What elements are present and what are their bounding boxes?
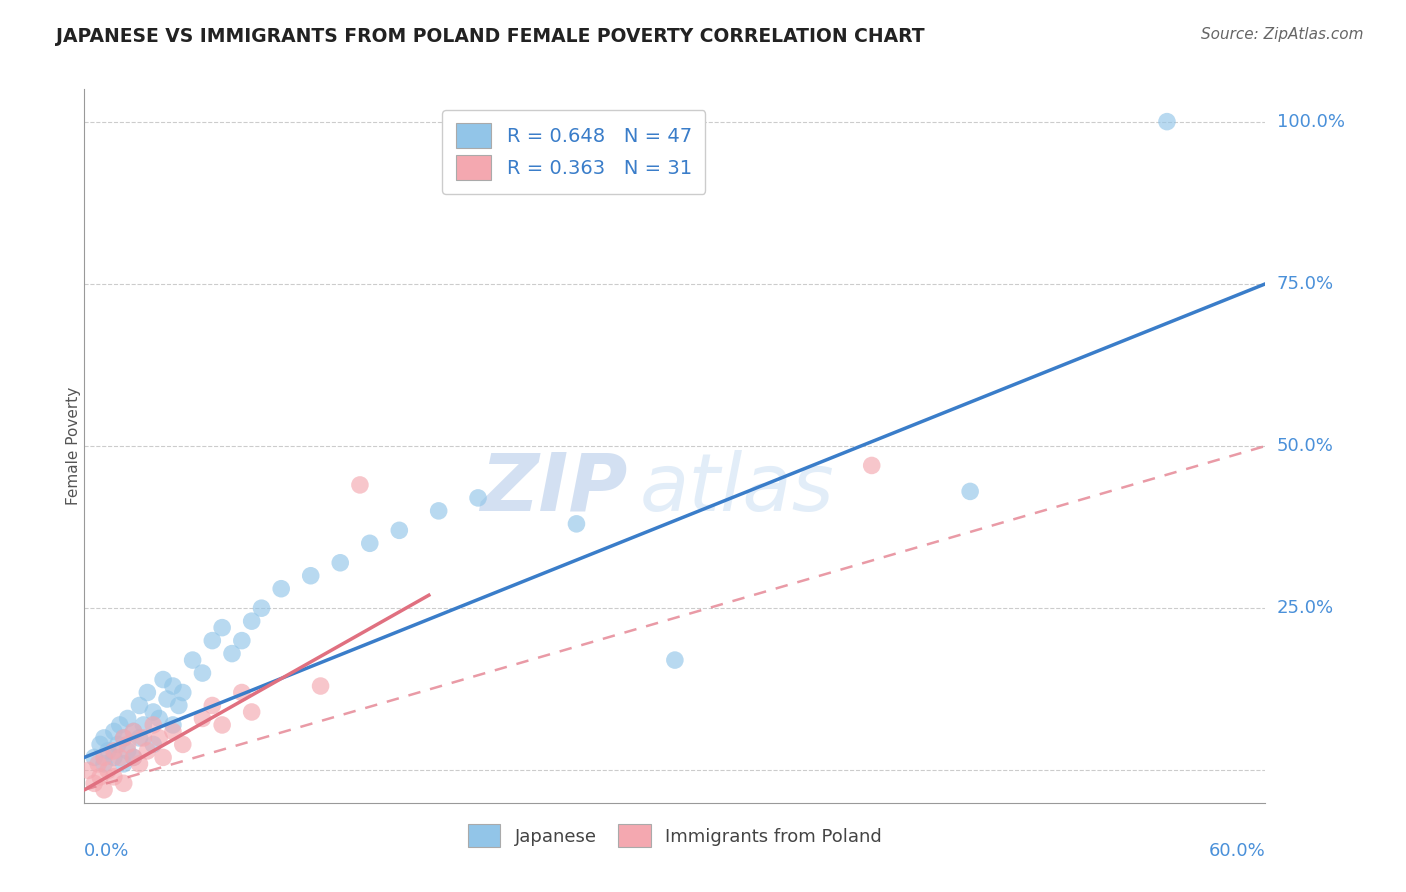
Point bbox=[860, 458, 883, 473]
Point bbox=[97, 744, 120, 758]
Point bbox=[103, 724, 125, 739]
Point bbox=[959, 484, 981, 499]
Point bbox=[211, 621, 233, 635]
Point bbox=[162, 724, 184, 739]
Point bbox=[231, 685, 253, 699]
Y-axis label: Female Poverty: Female Poverty bbox=[66, 387, 80, 505]
Point bbox=[108, 718, 131, 732]
Text: 0.0%: 0.0% bbox=[84, 842, 129, 860]
Point bbox=[191, 666, 214, 681]
Point bbox=[117, 744, 139, 758]
Text: atlas: atlas bbox=[640, 450, 834, 528]
Point bbox=[93, 750, 115, 764]
Point bbox=[250, 601, 273, 615]
Point bbox=[132, 731, 155, 745]
Point bbox=[112, 756, 135, 771]
Point bbox=[87, 756, 110, 771]
Point bbox=[122, 750, 145, 764]
Point bbox=[565, 516, 588, 531]
Point bbox=[142, 738, 165, 752]
Point bbox=[172, 738, 194, 752]
Text: 25.0%: 25.0% bbox=[1277, 599, 1334, 617]
Point bbox=[83, 776, 105, 790]
Point bbox=[329, 556, 352, 570]
Point bbox=[309, 679, 332, 693]
Point bbox=[93, 756, 115, 771]
Point bbox=[132, 718, 155, 732]
Point bbox=[162, 679, 184, 693]
Point bbox=[77, 764, 100, 778]
Point bbox=[152, 673, 174, 687]
Point bbox=[240, 614, 263, 628]
Text: 75.0%: 75.0% bbox=[1277, 275, 1334, 293]
Point bbox=[152, 750, 174, 764]
Point bbox=[97, 764, 120, 778]
Text: ZIP: ZIP bbox=[481, 450, 627, 528]
Point bbox=[211, 718, 233, 732]
Point bbox=[107, 738, 129, 752]
Point bbox=[231, 633, 253, 648]
Point bbox=[162, 718, 184, 732]
Point bbox=[128, 756, 150, 771]
Point bbox=[122, 724, 145, 739]
Text: 50.0%: 50.0% bbox=[1277, 437, 1333, 455]
Point bbox=[167, 698, 190, 713]
Point bbox=[148, 731, 170, 745]
Point bbox=[427, 504, 450, 518]
Point bbox=[664, 653, 686, 667]
Point bbox=[103, 750, 125, 764]
Point bbox=[172, 685, 194, 699]
Point bbox=[89, 770, 111, 784]
Point bbox=[112, 731, 135, 745]
Point bbox=[117, 711, 139, 725]
Point bbox=[148, 711, 170, 725]
Point bbox=[156, 692, 179, 706]
Point bbox=[93, 782, 115, 797]
Point bbox=[117, 738, 139, 752]
Point bbox=[142, 705, 165, 719]
Point bbox=[108, 750, 131, 764]
Point bbox=[136, 685, 159, 699]
Text: Source: ZipAtlas.com: Source: ZipAtlas.com bbox=[1201, 27, 1364, 42]
Point bbox=[201, 633, 224, 648]
Point bbox=[240, 705, 263, 719]
Point bbox=[299, 568, 322, 582]
Point bbox=[136, 744, 159, 758]
Point bbox=[83, 750, 105, 764]
Point bbox=[201, 698, 224, 713]
Text: 100.0%: 100.0% bbox=[1277, 112, 1344, 130]
Point bbox=[181, 653, 204, 667]
Point bbox=[93, 731, 115, 745]
Point bbox=[388, 524, 411, 538]
Point bbox=[103, 744, 125, 758]
Point bbox=[89, 738, 111, 752]
Point bbox=[270, 582, 292, 596]
Point bbox=[359, 536, 381, 550]
Point bbox=[1156, 114, 1178, 128]
Point bbox=[128, 731, 150, 745]
Point bbox=[142, 718, 165, 732]
Point bbox=[467, 491, 489, 505]
Point bbox=[128, 698, 150, 713]
Point bbox=[349, 478, 371, 492]
Point bbox=[191, 711, 214, 725]
Point bbox=[112, 776, 135, 790]
Point bbox=[112, 731, 135, 745]
Legend: Japanese, Immigrants from Poland: Japanese, Immigrants from Poland bbox=[461, 817, 889, 855]
Text: JAPANESE VS IMMIGRANTS FROM POLAND FEMALE POVERTY CORRELATION CHART: JAPANESE VS IMMIGRANTS FROM POLAND FEMAL… bbox=[56, 27, 925, 45]
Point bbox=[221, 647, 243, 661]
Point bbox=[122, 724, 145, 739]
Point bbox=[103, 770, 125, 784]
Point bbox=[122, 750, 145, 764]
Text: 60.0%: 60.0% bbox=[1209, 842, 1265, 860]
